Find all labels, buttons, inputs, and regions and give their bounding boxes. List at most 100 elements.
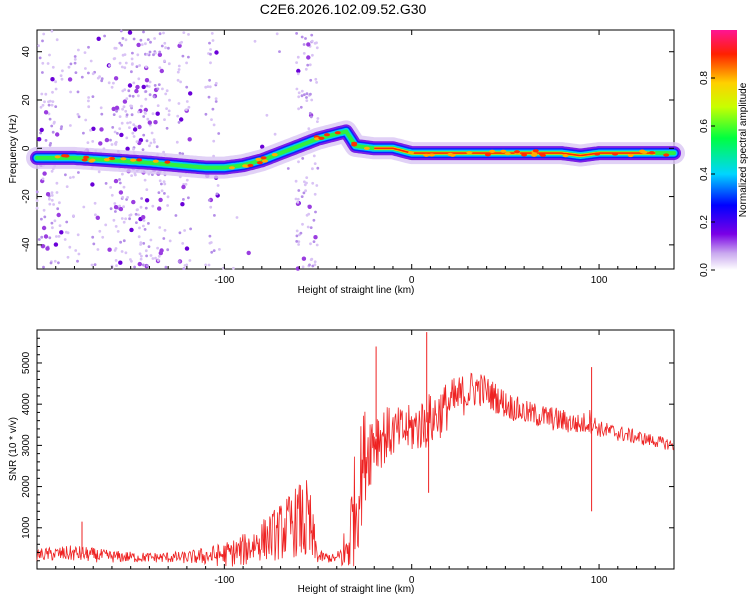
noise-dot xyxy=(66,255,70,259)
noise-dot xyxy=(145,188,149,192)
noise-dot xyxy=(132,37,136,41)
noise-dot xyxy=(113,178,119,184)
ridge-hotspot xyxy=(318,136,325,140)
noise-dot xyxy=(50,191,54,195)
noise-dot xyxy=(130,70,133,74)
ridge-hotspot xyxy=(466,151,473,155)
noise-dot xyxy=(178,151,182,155)
noise-dot xyxy=(140,254,143,258)
noise-dot xyxy=(144,206,148,210)
y-tick-label: -40 xyxy=(21,237,32,252)
noise-dot xyxy=(111,126,115,129)
ridge-hotspot xyxy=(260,156,267,160)
noise-dot xyxy=(53,219,57,223)
noise-dot xyxy=(299,105,303,109)
noise-dot xyxy=(148,144,151,148)
noise-dot xyxy=(35,206,39,210)
noise-dot xyxy=(131,51,134,55)
noise-dot xyxy=(162,31,165,35)
ridge-hotspot xyxy=(152,159,159,163)
colorbar-tick-label: 0.4 xyxy=(699,167,710,181)
noise-dot xyxy=(59,230,64,235)
noise-dot xyxy=(64,173,67,177)
noise-dot xyxy=(113,76,119,81)
noise-dot xyxy=(50,103,54,107)
noise-dot xyxy=(158,250,163,256)
noise-dot xyxy=(53,120,56,124)
noise-dot xyxy=(312,218,316,222)
noise-dot xyxy=(141,148,145,152)
noise-dot xyxy=(55,181,59,185)
noise-dot xyxy=(152,95,156,99)
noise-dot xyxy=(313,263,317,267)
noise-dot xyxy=(121,37,125,40)
noise-dot xyxy=(50,77,55,82)
noise-dot xyxy=(179,117,184,122)
noise-dot xyxy=(188,259,192,262)
y-tick-label: -20 xyxy=(21,189,32,204)
noise-dot xyxy=(127,89,131,93)
noise-dot xyxy=(92,242,96,246)
noise-dot xyxy=(160,189,164,193)
noise-dot xyxy=(315,41,318,45)
noise-dot xyxy=(163,118,166,121)
noise-dot xyxy=(210,32,214,35)
noise-dot xyxy=(87,71,90,75)
noise-dot xyxy=(303,180,306,184)
noise-dot xyxy=(96,36,101,41)
noise-dot xyxy=(54,105,58,108)
noise-dot xyxy=(165,107,169,110)
noise-dot xyxy=(110,85,114,89)
noise-dot xyxy=(114,225,118,228)
noise-dot xyxy=(35,199,39,203)
noise-dot xyxy=(41,177,45,181)
noise-dot xyxy=(43,215,47,219)
noise-dot xyxy=(93,263,97,266)
noise-dot xyxy=(37,44,40,48)
ridge-hotspot xyxy=(262,159,268,163)
noise-dot xyxy=(128,121,132,124)
noise-dot xyxy=(295,229,299,233)
y-tick-label: 3000 xyxy=(21,434,32,457)
noise-dot xyxy=(98,75,101,78)
noise-dot xyxy=(301,265,305,269)
noise-dot xyxy=(58,224,62,228)
noise-dot xyxy=(73,55,77,58)
noise-dot xyxy=(158,50,162,54)
noise-dot xyxy=(40,235,44,239)
noise-dot xyxy=(187,33,190,36)
noise-dot xyxy=(315,46,319,50)
colorbar-gradient xyxy=(711,30,737,270)
noise-dot xyxy=(156,246,160,250)
noise-dot xyxy=(45,192,51,197)
noise-dot xyxy=(149,141,153,145)
noise-dot xyxy=(103,34,106,38)
noise-dot xyxy=(176,114,180,118)
noise-dot xyxy=(63,238,67,241)
noise-dot xyxy=(121,195,125,199)
noise-dot xyxy=(209,48,212,51)
noise-dot xyxy=(42,208,46,212)
noise-dot xyxy=(297,95,301,99)
noise-dot xyxy=(296,72,300,76)
noise-dot xyxy=(310,257,314,261)
noise-dot xyxy=(179,80,183,84)
noise-dot xyxy=(142,224,145,228)
noise-dot xyxy=(139,257,143,261)
noise-dot xyxy=(156,87,160,91)
noise-dot xyxy=(214,100,218,103)
noise-dot xyxy=(53,242,59,247)
noise-dot xyxy=(137,124,142,130)
noise-dot xyxy=(181,242,185,245)
noise-dot xyxy=(124,38,128,42)
snr-y-label: SNR (10 * v/v) xyxy=(8,417,19,481)
noise-dot xyxy=(316,120,319,123)
noise-dot xyxy=(214,50,219,55)
noise-dot xyxy=(137,213,140,217)
ridge-hotspot xyxy=(648,151,655,155)
noise-dot xyxy=(297,240,301,244)
noise-dot xyxy=(129,227,134,233)
noise-dot xyxy=(181,152,185,156)
colorbar: 0.0 0.2 0.4 0.6 0.8 Normalized spectral ampl… xyxy=(699,30,749,277)
colorbar-tick-label: 0.0 xyxy=(699,263,710,277)
